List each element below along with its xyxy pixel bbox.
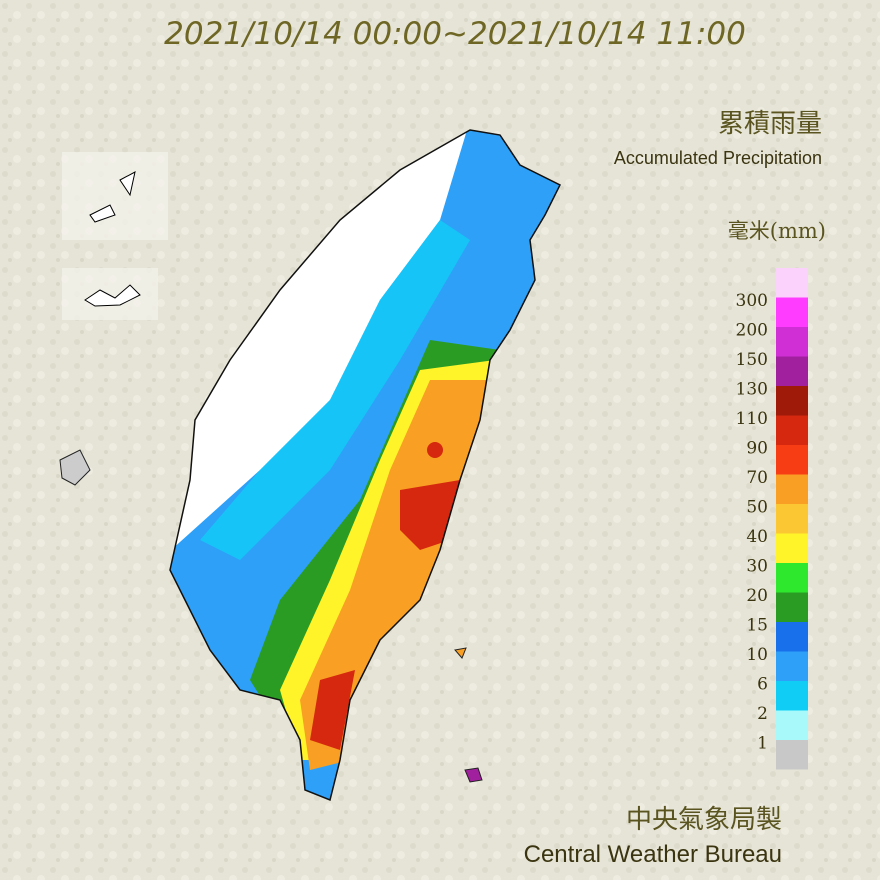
- legend-label: 70: [746, 468, 768, 488]
- legend-swatch: [776, 386, 808, 416]
- legend-label: 15: [746, 616, 768, 636]
- legend-label: 150: [736, 350, 768, 370]
- island: [84, 284, 141, 307]
- legend-swatch: [776, 268, 808, 298]
- legend-swatch: [776, 622, 808, 652]
- legend: 300 200 150 130 110 90 70 50 40 30 20 15 10 6 2 1: [736, 268, 808, 770]
- legend-label: 90: [746, 439, 768, 459]
- legend-label: 50: [746, 498, 768, 518]
- legend-swatch: [776, 533, 808, 563]
- legend-label: 300: [736, 291, 768, 311]
- legend-label: 10: [746, 645, 768, 665]
- title: 2021/10/14 00:00~2021/10/14 11:00: [164, 16, 746, 52]
- legend-swatch: [776, 651, 808, 681]
- island: [464, 767, 483, 783]
- legend-label: 110: [736, 409, 768, 429]
- legend-swatch: [776, 474, 808, 504]
- legend-swatch: [776, 563, 808, 593]
- legend-swatch: [776, 681, 808, 711]
- credit: 中央氣象局製: [626, 805, 782, 835]
- legend-swatch: [776, 740, 808, 770]
- coastline: [169, 129, 562, 802]
- island: [59, 449, 91, 486]
- legend-swatch: [776, 415, 808, 445]
- legend-label: 20: [746, 586, 768, 606]
- inset-box: [62, 268, 158, 320]
- legend-swatch: [776, 327, 808, 357]
- island: [89, 171, 136, 223]
- legend-label: 200: [736, 321, 768, 341]
- legend-label: 1: [757, 734, 768, 754]
- legend-label: 6: [757, 675, 768, 695]
- legend-swatch: [776, 297, 808, 327]
- legend-title: 累積雨量: [718, 109, 822, 139]
- legend-label: 2: [757, 704, 768, 724]
- legend-swatch: [776, 710, 808, 740]
- legend-unit: 毫米(mm): [728, 219, 826, 243]
- inset-box: [62, 152, 168, 240]
- legend-swatch: [776, 445, 808, 475]
- legend-swatch: [776, 592, 808, 622]
- island: [454, 647, 467, 659]
- legend-swatch: [776, 356, 808, 386]
- legend-label: 130: [736, 380, 768, 400]
- legend-label: 40: [746, 527, 768, 547]
- legend-label: 30: [746, 557, 768, 577]
- credit-en: Central Weather Bureau: [524, 841, 782, 868]
- legend-swatch: [776, 504, 808, 534]
- legend-subtitle: Accumulated Precipitation: [614, 148, 822, 168]
